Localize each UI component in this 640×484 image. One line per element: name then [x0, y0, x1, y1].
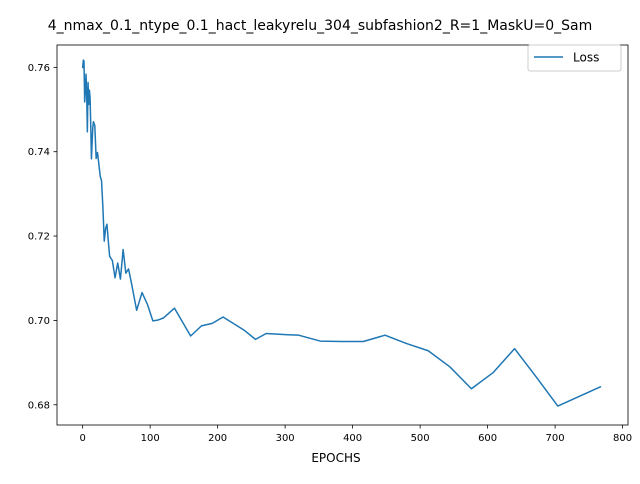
x-tick-label: 100: [141, 433, 160, 444]
x-tick-label: 0: [79, 433, 85, 444]
x-tick-label: 500: [411, 433, 430, 444]
chart-title: 4_nmax_0.1_ntype_0.1_hact_leakyrelu_304_…: [48, 18, 593, 34]
legend: Loss: [527, 44, 622, 72]
legend-label-loss: Loss: [573, 51, 599, 65]
x-tick-label: 800: [613, 433, 632, 444]
plot-area: [57, 45, 628, 425]
x-axis-ticks: 0 100 200 300 400 500 600 700 800: [79, 425, 632, 444]
y-axis-ticks: 0.68 0.70 0.72 0.74 0.76: [28, 63, 57, 411]
series-layer: [81, 59, 602, 407]
y-tick-label: 0.74: [28, 147, 50, 158]
x-tick-label: 400: [343, 433, 362, 444]
y-tick-label: 0.76: [28, 63, 50, 74]
x-tick-label: 200: [208, 433, 227, 444]
series-line-loss: [81, 59, 602, 407]
x-tick-label: 600: [478, 433, 497, 444]
x-tick-label: 300: [276, 433, 295, 444]
y-tick-label: 0.68: [28, 400, 50, 411]
x-tick-label: 700: [546, 433, 565, 444]
axes-frame: [56, 44, 629, 426]
legend-box: [527, 44, 622, 72]
y-tick-label: 0.70: [28, 316, 50, 327]
x-axis-label: EPOCHS: [311, 451, 360, 465]
y-tick-label: 0.72: [28, 232, 50, 243]
